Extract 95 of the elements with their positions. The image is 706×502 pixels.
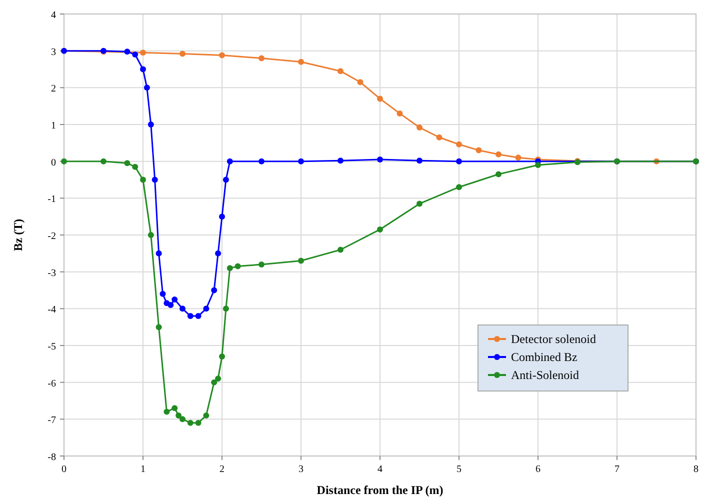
y-tick-label: -6 [48,378,56,390]
point [396,110,403,116]
point [203,412,210,418]
point [140,176,146,183]
point [148,232,154,238]
x-tick-label: 7 [614,464,620,475]
point [338,246,344,253]
point [156,250,162,256]
point [258,261,264,268]
point [172,405,178,412]
point [258,55,264,62]
point [496,171,502,178]
y-tick-label: -8 [48,452,56,463]
point [258,158,264,164]
point [176,412,182,418]
y-tick-label: 4 [51,10,56,21]
point [144,84,150,91]
point [219,52,225,58]
point [226,265,233,272]
point [377,96,383,102]
point [219,354,225,360]
point [148,122,154,128]
y-tick-label: -1 [48,194,56,206]
point [234,263,241,270]
x-tick-label: 0 [62,464,66,475]
point [180,50,186,57]
point [436,134,442,140]
x-tick-label: 5 [456,464,462,475]
point [456,184,462,190]
point [180,306,186,312]
y-tick-label: 3 [51,46,56,58]
point [456,158,462,164]
point [164,408,170,415]
y-tick-label: 2 [51,84,56,95]
x-tick-label: 4 [378,464,382,475]
legend-label: Combined Bz [511,350,578,364]
point [456,141,462,148]
point [357,79,364,86]
point [132,164,138,170]
y-tick-label: 0 [51,157,56,168]
point [124,48,130,55]
point [515,154,522,161]
x-axis-title: Distance from the IP (m) [316,483,444,497]
x-tick-label: 8 [694,464,698,475]
point [476,147,482,154]
point [377,156,383,162]
point [156,324,162,330]
point [211,287,218,294]
point [203,306,210,312]
point [416,158,422,164]
point [187,313,194,320]
point [377,226,383,232]
point [100,158,106,164]
point [416,124,422,130]
point [61,158,67,164]
point [298,258,304,264]
point [195,313,202,320]
y-tick-label: -2 [48,231,56,242]
x-tick-label: 1 [140,464,146,475]
point [219,214,225,220]
point [172,296,178,302]
point [187,420,194,426]
point [298,158,304,164]
point [222,176,229,183]
y-tick-label: 1 [51,120,56,132]
point [168,302,174,308]
point [140,66,146,72]
point [338,68,344,74]
point [416,200,422,207]
point [132,52,138,58]
x-tick-label: 3 [298,464,304,475]
legend-label: Detector solenoid [511,332,596,346]
point [338,158,344,164]
x-tick-label: 2 [220,464,224,475]
point [152,176,158,183]
x-tick-label: 6 [536,464,540,475]
y-tick-label: -3 [48,268,56,279]
point [195,420,202,426]
legend-label: Anti-Solenoid [511,368,579,382]
point [124,160,130,166]
y-tick-label: -4 [48,304,56,316]
point [215,376,222,382]
point [535,162,541,168]
point [211,379,218,386]
point [140,50,146,56]
point [496,151,502,158]
point [160,290,166,297]
point [215,250,222,256]
y-axis-title: Bz (T) [11,218,25,252]
point [226,158,233,164]
point [222,306,229,312]
y-tick-label: -7 [48,415,56,426]
point [180,416,186,422]
y-tick-label: -5 [48,342,56,352]
point [298,58,304,65]
